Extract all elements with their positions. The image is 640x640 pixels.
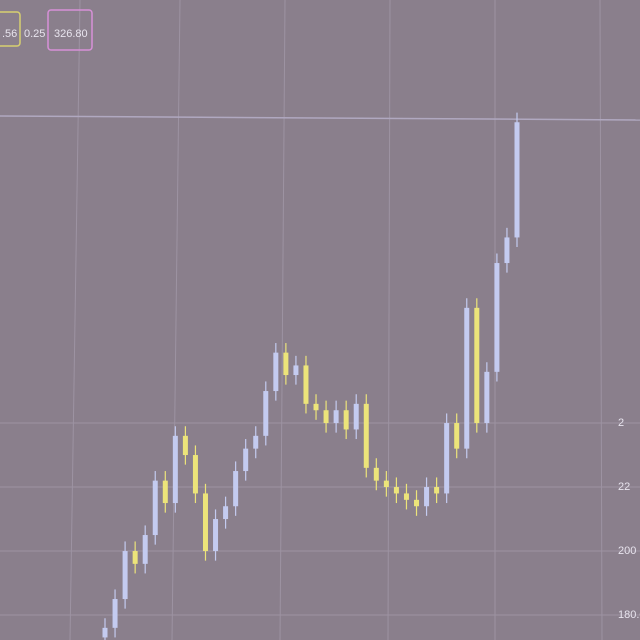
candle-body bbox=[403, 493, 409, 500]
candle-body bbox=[373, 467, 379, 481]
candle-body bbox=[263, 391, 269, 436]
candle-body bbox=[243, 448, 249, 472]
header-value: 326.80 bbox=[54, 28, 88, 40]
candle-body bbox=[333, 410, 339, 424]
candle-body bbox=[293, 365, 299, 376]
candle-body bbox=[313, 403, 319, 411]
candle-body bbox=[162, 480, 168, 504]
candle-body bbox=[253, 435, 259, 449]
candle-body bbox=[504, 237, 510, 264]
candle-body bbox=[474, 307, 480, 424]
candle-body bbox=[343, 410, 349, 430]
candle-body bbox=[192, 455, 198, 494]
candle-body bbox=[233, 471, 239, 507]
y-tick-label: 200 bbox=[618, 545, 636, 557]
candle-body bbox=[223, 506, 229, 520]
candle-body bbox=[102, 627, 108, 638]
price-line bbox=[0, 115, 640, 121]
y-tick-label: 22 bbox=[618, 481, 630, 493]
candle-body bbox=[142, 535, 148, 564]
candle-body bbox=[182, 435, 188, 456]
y-tick-label: 180.0 bbox=[618, 609, 640, 621]
candle-body bbox=[132, 551, 138, 564]
y-tick-label: 2 bbox=[618, 417, 624, 429]
header-value: .56 bbox=[2, 28, 17, 40]
candle-body bbox=[494, 263, 500, 372]
candle-body bbox=[323, 410, 329, 424]
candle-body bbox=[363, 403, 369, 468]
candle-body bbox=[414, 499, 420, 507]
candle-body bbox=[213, 519, 219, 552]
vertical-grid bbox=[69, 0, 603, 640]
candle-body bbox=[514, 122, 520, 238]
candle-body bbox=[112, 599, 118, 628]
candle-body bbox=[283, 352, 289, 376]
candle-body bbox=[424, 487, 430, 507]
candle-body bbox=[484, 371, 490, 424]
candle-body bbox=[273, 352, 279, 392]
candle-body bbox=[434, 487, 440, 494]
candle-body bbox=[393, 487, 399, 494]
header-box bbox=[0, 11, 21, 47]
candle-body bbox=[444, 423, 450, 494]
header-value: 0.25 bbox=[24, 28, 45, 40]
candle-body bbox=[152, 480, 158, 536]
header-box bbox=[47, 9, 93, 51]
candle-body bbox=[172, 435, 178, 504]
candle-body bbox=[122, 551, 128, 600]
candle-body bbox=[202, 493, 208, 552]
candle-body bbox=[383, 480, 389, 488]
candle-body bbox=[464, 307, 470, 449]
candle-body bbox=[353, 403, 359, 430]
candle-body bbox=[303, 365, 309, 404]
candle-body bbox=[454, 423, 460, 449]
